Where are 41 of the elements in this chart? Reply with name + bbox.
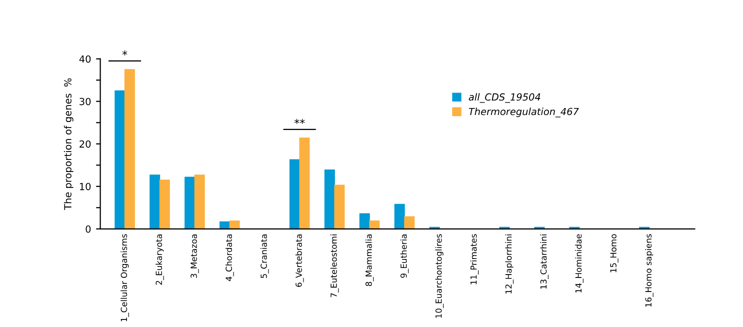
bar [184,176,196,229]
text: * [122,50,128,56]
bar [124,69,135,229]
x-tick-label: 4_Chordata [226,234,234,282]
bar [359,213,370,229]
bar [369,220,380,229]
x-tick-label: 13_Catarrhini [540,234,549,289]
y-tick-label: 30 [80,98,91,106]
x-tick-label: 3_Metazoa [190,234,199,278]
bar [289,159,300,229]
legend-label: Thermoregulation_467 [468,108,579,118]
bar [334,184,345,229]
bar [324,169,335,229]
bar [194,174,205,229]
y-tick-label: 40 [79,55,91,63]
x-tick-label: 11_Primates [470,234,479,284]
x-tick-label: 1_Cellular Organisms [120,234,129,322]
bar [394,204,405,229]
bar [404,216,415,229]
y-tick-label: 10 [80,182,91,190]
bar [299,138,310,229]
x-tick-label: 14_Hominidae [575,234,584,293]
x-tick-label: 6_Vertebrata [295,234,304,287]
bar [150,174,160,229]
y-axis-title: The proportion of genes % [64,78,74,210]
x-tick-label: 10_Euarchontoglires [435,234,444,318]
legend-label: all_CDS_19504 [468,93,540,103]
y-tick-label: 20 [80,140,91,148]
x-tick-label: 2_Eukaryota [156,234,164,285]
x-tick-label: 9_Eutheria [400,234,409,278]
x-tick-label: 15_Homo [610,234,618,272]
annotation: ** [294,118,305,124]
y-tick-label: 0 [86,225,91,233]
x-tick-label: 7_Euteleostomi [330,234,339,298]
bar [114,90,126,229]
bar [159,180,170,229]
x-tick-label: 5_Craniata [260,234,269,278]
x-tick-label: 12_Haplorrhini [505,234,514,294]
x-tick-label: 16_Homo sapiens [645,234,654,307]
bar [229,220,240,229]
x-tick-label: 8_Mammalia [365,234,374,286]
